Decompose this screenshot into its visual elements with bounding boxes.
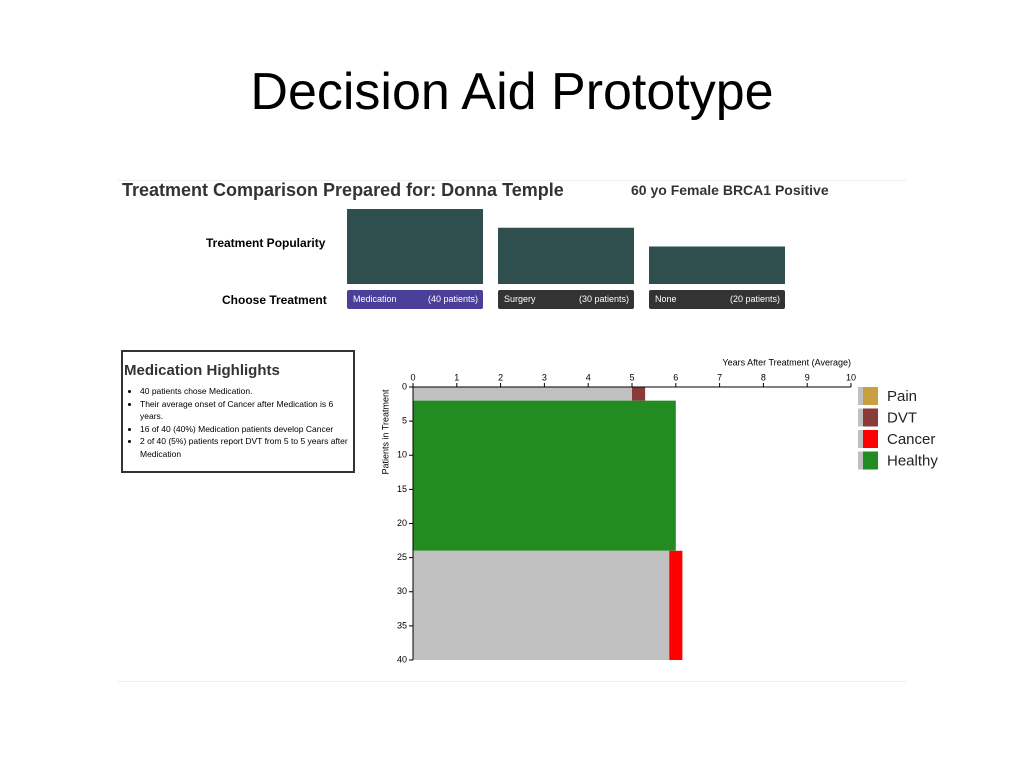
treatment-name: Surgery bbox=[504, 294, 536, 304]
y-tick-label: 25 bbox=[397, 552, 407, 562]
segment bbox=[413, 400, 676, 551]
highlight-item: Their average onset of Cancer after Medi… bbox=[140, 398, 353, 423]
y-axis-label: Patients in Treatment bbox=[380, 389, 390, 475]
y-tick-label: 0 bbox=[402, 381, 407, 391]
x-tick-label: 4 bbox=[586, 372, 591, 382]
header-title: Treatment Comparison Prepared for: Donna… bbox=[122, 180, 564, 200]
choose-label: Choose Treatment bbox=[222, 293, 327, 307]
popularity-bar bbox=[498, 227, 634, 284]
x-axis-label: Years After Treatment (Average) bbox=[722, 357, 851, 367]
y-tick-label: 35 bbox=[397, 620, 407, 630]
legend-swatch bbox=[863, 430, 878, 448]
legend-label: Pain bbox=[887, 388, 917, 405]
y-tick-label: 15 bbox=[397, 484, 407, 494]
x-tick-label: 2 bbox=[498, 372, 503, 382]
popularity-bar bbox=[649, 246, 785, 284]
highlight-item: 16 of 40 (40%) Medication patients devel… bbox=[140, 423, 353, 436]
treatment-count: (40 patients) bbox=[428, 294, 478, 304]
y-tick-label: 10 bbox=[397, 450, 407, 460]
highlight-item: 2 of 40 (5%) patients report DVT from 5 … bbox=[140, 435, 353, 460]
treatment-count: (20 patients) bbox=[730, 294, 780, 304]
treatment-name: Medication bbox=[353, 294, 397, 304]
legend-stripe bbox=[858, 451, 863, 470]
highlights-box: Medication Highlights 40 patients chose … bbox=[121, 350, 355, 473]
legend-swatch bbox=[863, 408, 878, 427]
y-tick-label: 40 bbox=[397, 654, 407, 664]
legend-label: DVT bbox=[887, 409, 917, 426]
treatment-button[interactable] bbox=[347, 290, 483, 309]
treatment-count: (30 patients) bbox=[579, 294, 629, 304]
segment bbox=[413, 387, 632, 401]
legend-label: Cancer bbox=[887, 431, 935, 448]
x-tick-label: 7 bbox=[717, 372, 722, 382]
segment bbox=[632, 387, 646, 401]
patient-info: 60 yo Female BRCA1 Positive bbox=[631, 182, 829, 198]
highlights-list: 40 patients chose Medication.Their avera… bbox=[123, 385, 353, 460]
legend-swatch bbox=[863, 451, 878, 470]
highlight-item: 40 patients chose Medication. bbox=[140, 385, 353, 398]
treatment-name: None bbox=[655, 294, 677, 304]
legend-swatch bbox=[863, 387, 878, 405]
x-tick-label: 8 bbox=[761, 372, 766, 382]
segment bbox=[413, 550, 670, 660]
popularity-bar bbox=[347, 209, 483, 284]
panel bbox=[118, 180, 906, 682]
legend-stripe bbox=[858, 387, 863, 405]
legend-stripe bbox=[858, 408, 863, 427]
x-tick-label: 0 bbox=[410, 372, 415, 382]
y-tick-label: 20 bbox=[397, 518, 407, 528]
popularity-label: Treatment Popularity bbox=[206, 236, 326, 250]
y-tick-label: 30 bbox=[397, 586, 407, 596]
slide-title: Decision Aid Prototype bbox=[250, 63, 774, 121]
treatment-button[interactable] bbox=[649, 290, 785, 309]
x-tick-label: 5 bbox=[629, 372, 634, 382]
x-tick-label: 3 bbox=[542, 372, 547, 382]
x-tick-label: 10 bbox=[846, 372, 856, 382]
treatment-button[interactable] bbox=[498, 290, 634, 309]
x-tick-label: 6 bbox=[673, 372, 678, 382]
y-tick-label: 5 bbox=[402, 416, 407, 426]
highlights-title: Medication Highlights bbox=[124, 362, 280, 379]
x-tick-label: 9 bbox=[805, 372, 810, 382]
legend-label: Healthy bbox=[887, 452, 938, 469]
segment bbox=[669, 550, 683, 660]
x-tick-label: 1 bbox=[454, 372, 459, 382]
legend-stripe bbox=[858, 430, 863, 448]
